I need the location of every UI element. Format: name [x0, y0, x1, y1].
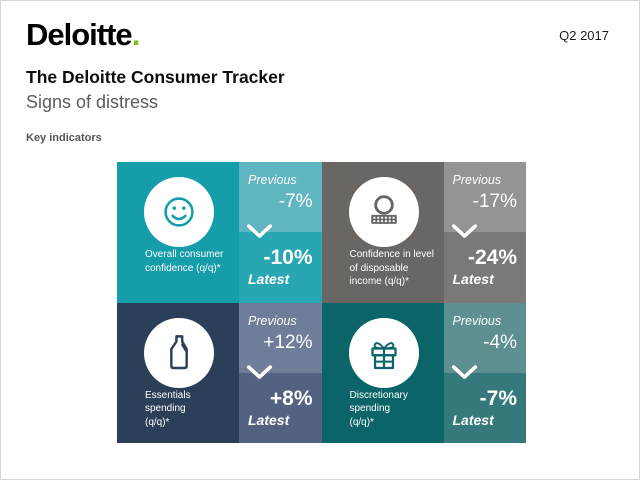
icon-circle: [144, 317, 214, 388]
period-label: Q2 2017: [559, 28, 609, 43]
icon-circle: [348, 177, 419, 247]
gift-icon: [370, 341, 397, 369]
previous-panel: Previous -4%: [443, 302, 526, 373]
indicator-grid: Overall consumer confidence (q/q)* Previ…: [117, 162, 526, 443]
previous-value: +12%: [263, 331, 313, 353]
chevron-down-icon: [451, 224, 477, 239]
tile-discretionary-spending: Discretionary spending (q/q)* Previous -…: [321, 302, 526, 443]
previous-panel: Previous -7%: [239, 162, 322, 233]
latest-label: Latest: [248, 271, 290, 288]
previous-panel: Previous -17%: [443, 162, 526, 233]
icon-panel: Essentials spending (q/q)*: [117, 302, 239, 443]
bottle-icon: [170, 334, 188, 369]
icon-panel: Confidence in level of disposable income…: [321, 162, 444, 303]
icon-panel: Discretionary spending (q/q)*: [321, 302, 444, 443]
tile-consumer-confidence: Overall consumer confidence (q/q)* Previ…: [117, 162, 322, 303]
tile-stats: Previous -17% -24% Latest: [443, 162, 526, 303]
latest-panel: -7% Latest: [443, 372, 526, 443]
previous-value: -17%: [472, 191, 517, 212]
latest-value: -7%: [479, 386, 517, 410]
latest-value: -24%: [467, 246, 517, 270]
page-title: The Deloitte Consumer Tracker: [26, 67, 285, 87]
chevron-down-icon: [451, 365, 477, 379]
previous-label: Previous: [248, 173, 297, 187]
latest-value: +8%: [269, 386, 313, 410]
tile-label: Essentials spending (q/q)*: [145, 389, 191, 428]
latest-panel: -10% Latest: [239, 232, 322, 303]
previous-label: Previous: [452, 313, 502, 328]
section-label: Key indicators: [26, 132, 102, 144]
deloitte-logo-text: Deloitte: [26, 17, 133, 52]
latest-panel: +8% Latest: [239, 372, 322, 443]
chevron-down-icon: [246, 224, 273, 239]
tile-label: Confidence in level of disposable income…: [349, 249, 435, 287]
tile-stats: Previous +12% +8% Latest: [239, 302, 322, 443]
tile-disposable-income: Confidence in level of disposable income…: [321, 162, 526, 303]
latest-label: Latest: [248, 411, 290, 428]
latest-value: -10%: [263, 246, 313, 270]
deloitte-logo: Deloitte.: [26, 17, 141, 53]
tile-label: Overall consumer confidence (q/q)*: [145, 249, 224, 274]
previous-value: -7%: [278, 191, 313, 212]
smiley-icon: [164, 197, 194, 227]
tile-label: Discretionary spending (q/q)*: [349, 389, 408, 428]
latest-label: Latest: [452, 411, 494, 428]
tile-essentials-spending: Essentials spending (q/q)* Previous +12%…: [117, 302, 322, 443]
latest-label: Latest: [452, 271, 494, 288]
deloitte-logo-dot: .: [131, 17, 141, 52]
previous-label: Previous: [248, 313, 297, 328]
previous-panel: Previous +12%: [239, 302, 322, 373]
page-subtitle: Signs of distress: [26, 92, 159, 112]
previous-value: -4%: [483, 331, 517, 353]
chevron-down-icon: [246, 365, 273, 379]
money-icon: [370, 195, 397, 224]
previous-label: Previous: [452, 173, 502, 187]
icon-panel: Overall consumer confidence (q/q)*: [117, 162, 239, 303]
icon-circle: [144, 177, 214, 247]
icon-circle: [348, 317, 419, 388]
tile-stats: Previous -4% -7% Latest: [443, 302, 526, 443]
latest-panel: -24% Latest: [443, 232, 526, 303]
tile-stats: Previous -7% -10% Latest: [239, 162, 322, 303]
